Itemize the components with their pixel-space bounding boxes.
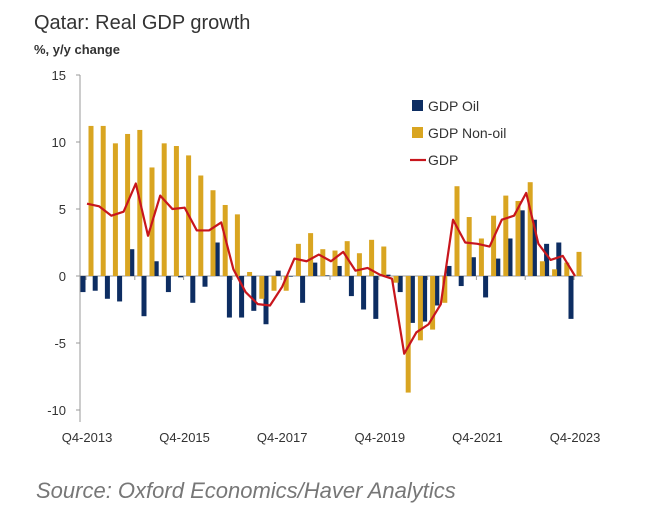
bar-gdp-oil — [434, 276, 440, 306]
x-tick-label: Q4-2017 — [257, 430, 308, 445]
bar-gdp-non-oil — [515, 200, 521, 276]
bar-gdp-non-oil — [332, 250, 338, 276]
bar-gdp-oil — [373, 276, 379, 319]
bar-gdp-non-oil — [552, 269, 558, 276]
bar-gdp-oil — [92, 276, 98, 291]
bar-gdp-non-oil — [320, 249, 326, 276]
bar-gdp-non-oil — [198, 175, 204, 276]
bar-gdp-non-oil — [161, 143, 167, 276]
x-tick-label: Q4-2019 — [355, 430, 406, 445]
bar-gdp-oil — [544, 243, 550, 276]
bar-gdp-non-oil — [234, 214, 240, 276]
x-tick-label: Q4-2023 — [550, 430, 601, 445]
bar-gdp-non-oil — [430, 276, 436, 330]
bar-gdp-non-oil — [564, 262, 570, 276]
bar-gdp-non-oil — [405, 276, 411, 393]
bar-gdp-oil — [409, 276, 415, 323]
y-axis-label: %, y/y change — [34, 42, 120, 57]
bar-gdp-oil — [117, 276, 123, 302]
x-tick-label: Q4-2013 — [62, 430, 113, 445]
y-tick-label: 5 — [59, 202, 66, 217]
bar-gdp-non-oil — [454, 186, 460, 276]
bar-gdp-oil — [300, 276, 306, 303]
bar-gdp-oil — [361, 276, 367, 310]
y-tick-label: -10 — [47, 403, 66, 418]
bar-gdp-non-oil — [442, 276, 448, 303]
bar-gdp-non-oil — [259, 276, 265, 299]
x-tick-label: Q4-2015 — [159, 430, 210, 445]
legend-label: GDP Non-oil — [428, 125, 506, 141]
bar-gdp-oil — [165, 276, 171, 293]
bar-gdp-oil — [531, 219, 537, 276]
bar-gdp-oil — [519, 210, 525, 276]
bar-gdp-oil — [275, 270, 281, 276]
bar-gdp-oil — [202, 276, 208, 287]
bar-gdp-oil — [214, 242, 220, 276]
bar-gdp-non-oil — [112, 143, 118, 276]
bar-gdp-non-oil — [283, 276, 289, 291]
bar-gdp-non-oil — [503, 195, 509, 276]
bar-gdp-oil — [312, 262, 318, 276]
bar-gdp-non-oil — [356, 253, 362, 276]
bar-gdp-oil — [104, 276, 110, 299]
bar-gdp-oil — [336, 265, 342, 276]
bar-gdp-oil — [251, 276, 257, 311]
legend-swatch — [412, 100, 423, 111]
bar-gdp-non-oil — [88, 125, 94, 276]
bar-gdp-oil — [287, 276, 293, 277]
bar-gdp-oil — [568, 276, 574, 319]
legend-label: GDP Oil — [428, 98, 479, 114]
bar-gdp-oil — [397, 276, 403, 293]
bar-gdp-oil — [348, 276, 354, 297]
bar-gdp-oil — [385, 274, 391, 276]
bar-gdp-oil — [556, 242, 562, 276]
bar-gdp-oil — [470, 257, 476, 276]
bar-gdp-non-oil — [539, 261, 545, 276]
y-tick-label: 10 — [52, 135, 66, 150]
source-note: Source: Oxford Economics/Haver Analytics — [36, 478, 456, 503]
x-tick-label: Q4-2021 — [452, 430, 503, 445]
bar-gdp-non-oil — [393, 276, 399, 283]
bar-gdp-oil — [458, 276, 464, 287]
bar-gdp-non-oil — [210, 190, 216, 276]
bar-gdp-oil — [507, 238, 513, 276]
bar-gdp-oil — [495, 258, 501, 276]
chart-title: Qatar: Real GDP growth — [34, 12, 251, 34]
bar-gdp-oil — [190, 276, 196, 303]
bar-gdp-oil — [446, 265, 452, 276]
bar-gdp-oil — [178, 276, 184, 278]
y-tick-label: 15 — [52, 68, 66, 83]
bar-gdp-oil — [153, 261, 159, 276]
bar-gdp-non-oil — [381, 246, 387, 276]
bar-gdp-oil — [263, 276, 269, 325]
bar-gdp-non-oil — [527, 182, 533, 276]
bar-gdp-non-oil — [247, 271, 253, 276]
bar-gdp-non-oil — [478, 238, 484, 276]
bar-gdp-non-oil — [173, 146, 179, 276]
bar-gdp-non-oil — [466, 217, 472, 276]
bar-gdp-non-oil — [308, 233, 314, 276]
bar-gdp-oil — [226, 276, 232, 318]
legend-swatch — [412, 127, 423, 138]
bar-gdp-oil — [239, 276, 245, 318]
bar-gdp-non-oil — [100, 125, 106, 276]
bar-gdp-non-oil — [491, 215, 497, 276]
bar-gdp-oil — [80, 276, 86, 293]
bar-gdp-oil — [324, 275, 330, 276]
bar-gdp-oil — [141, 276, 147, 317]
legend-label: GDP — [428, 152, 458, 168]
line-gdp — [86, 182, 576, 355]
y-tick-label: -5 — [54, 336, 66, 351]
bar-gdp-oil — [483, 276, 489, 298]
bar-gdp-non-oil — [271, 276, 277, 291]
bar-gdp-non-oil — [369, 239, 375, 276]
bar-gdp-oil — [129, 249, 135, 276]
bar-gdp-non-oil — [417, 276, 423, 341]
y-tick-label: 0 — [59, 269, 66, 284]
bar-gdp-oil — [422, 276, 428, 322]
bar-gdp-non-oil — [576, 251, 582, 276]
